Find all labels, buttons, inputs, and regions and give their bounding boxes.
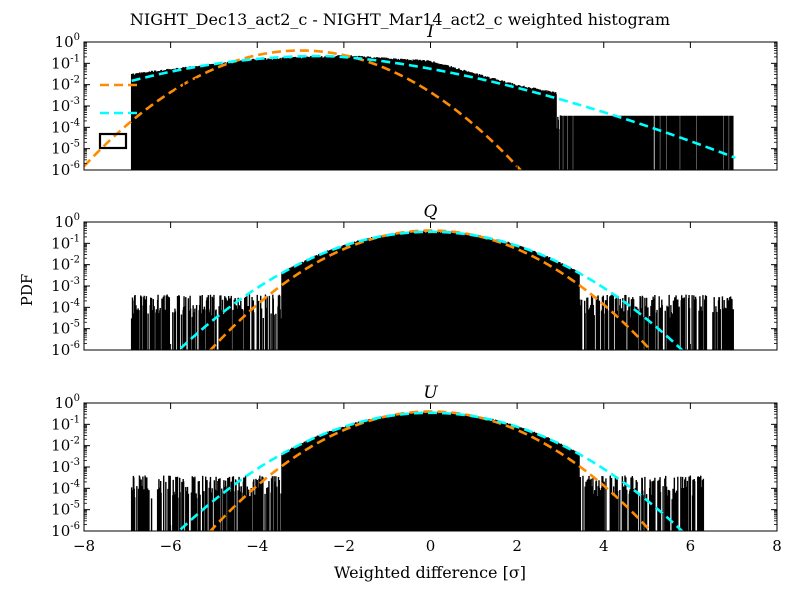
x-tick-label: −2 <box>333 537 355 555</box>
y-tick-label: 100 <box>55 32 80 51</box>
y-axis-label: PDF <box>18 274 36 307</box>
figure-title: NIGHT_Dec13_act2_c - NIGHT_Mar14_act2_c … <box>130 10 670 29</box>
y-tick-label: 10-4 <box>51 297 80 316</box>
y-tick-label: 100 <box>55 393 80 412</box>
y-tick-label: 10-1 <box>51 233 80 252</box>
x-axis-label: Weighted difference [σ] <box>334 563 526 582</box>
legend-data-swatch <box>98 132 128 150</box>
x-tick-label: 8 <box>772 537 782 555</box>
x-tick-label: −6 <box>160 537 182 555</box>
panel-q: 10-6 10-5 10-4 10-3 10-2 10-1 100 Q <box>51 202 778 359</box>
x-tick-label: 0 <box>426 537 436 555</box>
y-tick-label: 10-2 <box>51 75 80 94</box>
y-tick-label: 10-1 <box>51 53 80 72</box>
x-tick-label: −8 <box>73 537 95 555</box>
data-histogram-q <box>130 230 735 350</box>
y-tick-label: 10-2 <box>51 436 80 455</box>
y-tick-label: 10-5 <box>51 500 80 519</box>
fitted-gaussian-curve-i <box>131 54 736 160</box>
panel-i: 10-6 10-5 10-4 10-3 10-2 10-1 100 I White noise F… <box>51 22 778 179</box>
legend-label: Fitted Gaussian <box>155 102 307 124</box>
fitted-gaussian-curve-u <box>177 411 684 531</box>
legend: White noise Fitted Gaussian Data <box>98 74 307 152</box>
panel-u: 10-6 10-5 10-4 10-3 10-2 10-1 100 −8 −6 −4 −2 0 2 4 6 8… <box>51 383 782 555</box>
y-tick-label: 100 <box>55 212 80 231</box>
x-tick-label: 6 <box>686 537 696 555</box>
y-tick-label: 10-6 <box>51 521 80 540</box>
y-tick-label: 10-5 <box>51 139 80 158</box>
legend-label: Data <box>155 130 201 152</box>
y-tick-label: 10-6 <box>51 160 80 179</box>
y-tick-label: 10-3 <box>51 276 80 295</box>
panel-title: I <box>426 22 434 42</box>
y-tick-label: 10-3 <box>51 96 80 115</box>
y-tick-label: 10-6 <box>51 340 80 359</box>
y-tick-label: 10-4 <box>51 478 80 497</box>
y-tick-label: 10-1 <box>51 414 80 433</box>
fitted-gaussian-curve-q <box>177 230 684 350</box>
panel-title: Q <box>424 202 438 222</box>
y-tick-label: 10-2 <box>51 255 80 274</box>
white-noise-curve-i <box>84 49 523 170</box>
x-tick-label: 4 <box>599 537 609 555</box>
panel-title: U <box>423 383 438 403</box>
y-tick-label: 10-5 <box>51 319 80 338</box>
white-noise-curve-q <box>208 229 653 350</box>
white-noise-curve-u <box>208 410 653 531</box>
data-histogram-u <box>130 411 705 531</box>
legend-label: White noise <box>155 74 269 96</box>
x-tick-label: 2 <box>512 537 522 555</box>
data-histogram-i <box>130 54 735 170</box>
y-tick-label: 10-3 <box>51 457 80 476</box>
x-tick-label: −4 <box>246 537 268 555</box>
y-tick-label: 10-4 <box>51 117 80 136</box>
